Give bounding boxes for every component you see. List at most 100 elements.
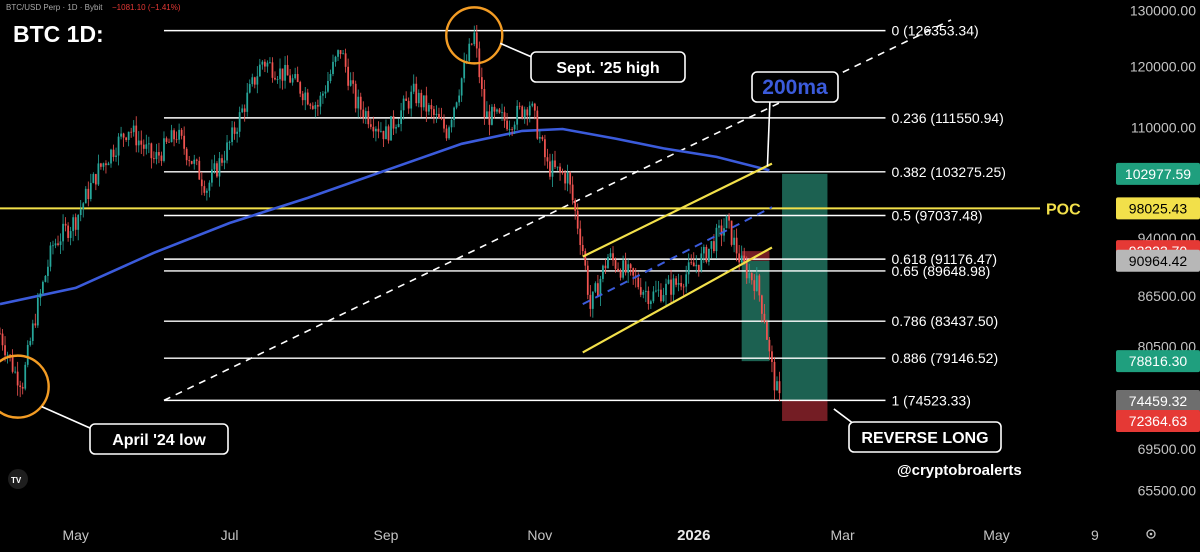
candle-body — [271, 62, 274, 78]
x-tick-label: May — [62, 527, 88, 543]
candle-body — [468, 43, 471, 61]
sept-high-circle[interactable] — [445, 6, 504, 65]
candle-body — [52, 245, 54, 247]
ma200-callout-box[interactable] — [751, 71, 839, 103]
long-position-stop-zone[interactable] — [782, 400, 828, 421]
watermark-handle: @cryptobroalerts — [897, 462, 1022, 479]
settings-icon[interactable] — [1146, 529, 1156, 539]
candle-body — [450, 120, 453, 128]
reverse-long-callout-label: REVERSE LONG — [861, 430, 988, 447]
poc-line[interactable]: POC — [0, 201, 1081, 218]
candle-body — [140, 140, 143, 145]
candle-body — [405, 98, 408, 101]
price-badge-label: 98025.43 — [1129, 200, 1188, 216]
candle-body — [614, 260, 617, 269]
candle-body — [480, 77, 483, 90]
candle-body — [561, 171, 564, 174]
candle-body — [120, 133, 122, 137]
candle-body — [39, 293, 42, 298]
candle-body — [241, 108, 244, 113]
candle-body — [100, 163, 102, 167]
candle-body — [496, 109, 498, 112]
candle-body — [463, 62, 466, 79]
candle-body — [74, 217, 77, 230]
candle-body — [193, 159, 196, 164]
candle-body — [427, 105, 430, 112]
candle-body — [521, 106, 524, 118]
channel-mid-line[interactable] — [582, 206, 773, 306]
channel-upper-line[interactable] — [582, 162, 773, 258]
x-tick-label: Jul — [221, 527, 239, 543]
channel-lower-line[interactable] — [582, 246, 773, 354]
candle-body — [430, 105, 433, 110]
long-position-profit-zone[interactable] — [782, 173, 828, 401]
candle-body — [155, 152, 158, 160]
candle-body — [609, 253, 612, 257]
candle-body — [771, 351, 773, 362]
candle-body — [544, 139, 546, 158]
candle-body — [556, 166, 559, 168]
candle-body — [685, 274, 688, 287]
candle-body — [142, 144, 145, 149]
candle-body — [332, 61, 334, 74]
candle-body — [233, 127, 236, 134]
candle-body — [382, 130, 385, 140]
candle-body — [311, 105, 314, 109]
yellow-channel[interactable] — [582, 162, 773, 354]
candle-body — [508, 129, 511, 130]
candle-body — [301, 93, 304, 101]
candle-body — [647, 290, 650, 304]
april-low-callout-label: April '24 low — [112, 432, 206, 449]
candle-body — [137, 140, 140, 146]
fib-level-label: 0.236 (111550.94) — [891, 110, 1003, 126]
april-low-circle[interactable] — [0, 354, 50, 419]
candle-body — [168, 141, 170, 143]
x-tick-label: Nov — [527, 527, 552, 543]
x-tick-label: 2026 — [677, 527, 710, 544]
candle-body — [725, 215, 728, 229]
candle-body — [687, 262, 690, 275]
candle-body — [296, 74, 299, 83]
candle-body — [105, 163, 107, 166]
candle-body — [493, 106, 496, 112]
candle-body — [54, 243, 57, 246]
candle-body — [274, 77, 276, 80]
candle-body — [216, 163, 218, 177]
candle-body — [309, 104, 312, 106]
candle-body — [584, 251, 587, 266]
sept-high-callout-box[interactable] — [530, 51, 686, 83]
x-axis[interactable]: May Jul Sep Nov 2026 Mar May 9 — [62, 527, 1099, 544]
tradingview-logo-icon[interactable]: TV — [8, 469, 28, 489]
candle-body — [649, 301, 652, 304]
candle-body — [269, 62, 271, 64]
candle-body — [435, 113, 438, 115]
ma200-line[interactable] — [0, 127, 770, 306]
candle-body — [314, 105, 317, 109]
candle-body — [94, 174, 97, 185]
price-badge-label: 102977.59 — [1125, 166, 1191, 182]
candle-body — [554, 160, 556, 168]
candle-body — [49, 245, 52, 267]
candle-body — [715, 227, 718, 252]
candle-body — [541, 137, 544, 140]
fibonacci-retracement[interactable]: 0 (126353.34) 0.236 (111550.94) 0.382 (103… — [163, 23, 1006, 409]
candle-body — [251, 77, 254, 85]
candle-body — [59, 241, 62, 245]
candle-body — [397, 123, 400, 128]
ma200-label: 200ma — [762, 76, 828, 99]
candle-body — [64, 223, 67, 226]
candle-body — [11, 356, 14, 372]
candle-body — [708, 248, 710, 262]
price-badge — [1116, 350, 1200, 373]
april-low-callout-box[interactable] — [89, 423, 229, 455]
annotations[interactable]: Sept. '25 high April '24 low REVERSE LONG 2… — [0, 6, 1002, 455]
ma200-curve[interactable] — [0, 127, 770, 306]
candle-body — [624, 260, 627, 273]
position-tools[interactable] — [741, 173, 828, 421]
fib-level-label: 0.382 (103275.25) — [891, 164, 1005, 180]
candle-body — [445, 128, 448, 139]
fib-level-label: 0.5 (97037.48) — [891, 207, 982, 223]
reverse-long-callout-box[interactable] — [848, 421, 1002, 453]
